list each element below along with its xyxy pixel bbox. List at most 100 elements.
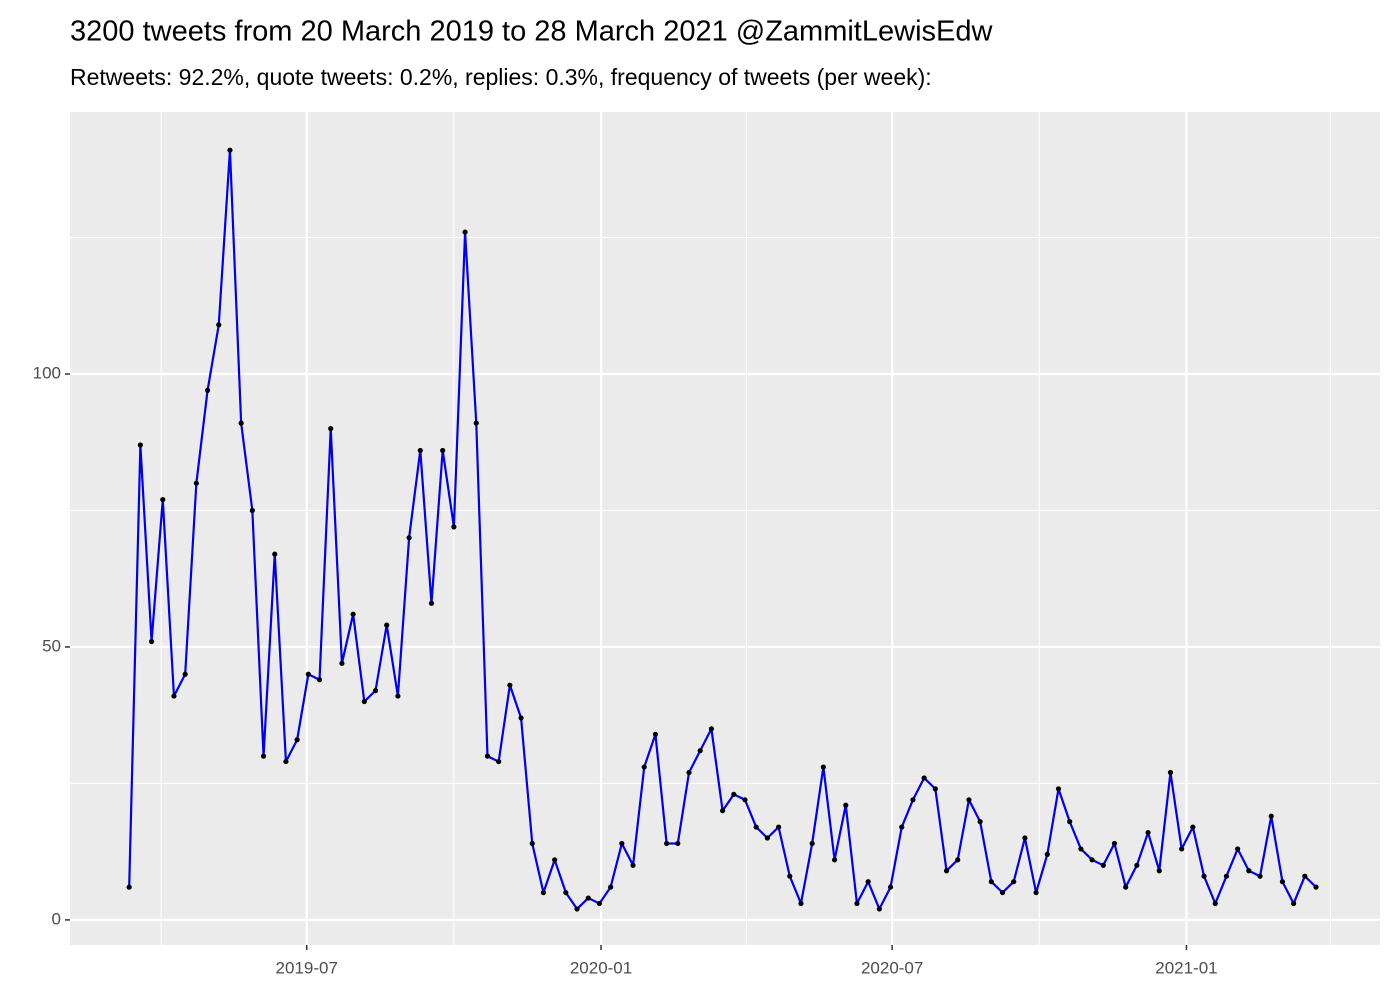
point	[1055, 786, 1062, 792]
point	[137, 442, 143, 448]
point	[451, 524, 457, 530]
point	[1235, 846, 1241, 852]
point	[1201, 873, 1207, 879]
point	[1190, 824, 1196, 830]
point	[361, 698, 367, 705]
point	[1313, 884, 1319, 890]
point	[1246, 868, 1252, 874]
point	[708, 726, 715, 732]
point	[1111, 840, 1118, 847]
point	[1011, 879, 1017, 885]
point	[966, 797, 972, 803]
point	[1134, 862, 1140, 868]
point	[148, 638, 155, 645]
point	[798, 900, 804, 907]
point	[854, 900, 860, 907]
point	[742, 797, 748, 803]
point	[899, 824, 905, 830]
point	[171, 693, 177, 699]
point	[865, 879, 871, 885]
point	[764, 835, 770, 841]
point	[932, 786, 938, 792]
point	[1257, 873, 1263, 879]
point	[406, 535, 412, 541]
point	[417, 447, 423, 454]
point	[260, 753, 267, 759]
point	[988, 879, 994, 885]
point	[182, 671, 188, 677]
point	[339, 660, 345, 666]
point	[1100, 862, 1106, 868]
point	[204, 387, 211, 393]
y-tick-label: 50	[42, 636, 61, 655]
point	[305, 671, 311, 677]
x-tick-label: 2020-07	[861, 958, 923, 977]
point	[552, 857, 558, 863]
point	[238, 420, 244, 426]
point	[1123, 884, 1129, 890]
point	[1033, 889, 1039, 896]
point	[384, 622, 390, 628]
point	[484, 753, 491, 759]
point	[574, 906, 580, 912]
point	[160, 496, 166, 503]
point	[395, 693, 401, 699]
point	[283, 758, 289, 765]
point	[686, 769, 692, 776]
point	[1022, 835, 1028, 841]
point	[1067, 819, 1073, 825]
point	[540, 889, 547, 896]
point	[843, 802, 849, 808]
y-tick-label: 100	[33, 364, 61, 383]
point	[1302, 873, 1308, 879]
point	[507, 682, 513, 688]
x-tick-label: 2019-07	[276, 958, 338, 977]
chart-subtitle: Retweets: 92.2%, quote tweets: 0.2%, rep…	[70, 64, 932, 90]
point	[1156, 868, 1162, 874]
point	[921, 775, 927, 781]
point	[1179, 846, 1185, 852]
point	[753, 824, 759, 830]
point	[1291, 900, 1297, 907]
point	[1167, 769, 1174, 776]
point	[126, 884, 132, 890]
point	[775, 824, 782, 830]
point	[440, 447, 446, 454]
point	[887, 884, 894, 890]
point	[350, 611, 356, 617]
point	[1078, 846, 1084, 852]
point	[955, 857, 961, 863]
point	[1223, 873, 1230, 879]
point	[462, 229, 468, 235]
point	[731, 791, 737, 797]
point	[529, 840, 535, 847]
point	[977, 819, 983, 825]
point	[227, 147, 233, 153]
point	[193, 480, 199, 486]
point	[943, 868, 950, 874]
point	[1268, 813, 1274, 819]
point	[910, 797, 916, 803]
point	[831, 857, 838, 863]
point	[272, 551, 278, 557]
point	[820, 764, 826, 770]
point	[664, 840, 670, 847]
point	[641, 764, 647, 770]
point	[216, 322, 222, 328]
point	[372, 688, 379, 694]
point	[1089, 857, 1095, 863]
point	[1212, 900, 1218, 907]
point	[876, 906, 882, 912]
point	[720, 808, 726, 814]
panel	[70, 112, 1380, 945]
point	[563, 889, 569, 896]
chart-title: 3200 tweets from 20 March 2019 to 28 Mar…	[70, 16, 993, 48]
point	[809, 840, 815, 847]
point	[473, 420, 479, 426]
point	[1279, 879, 1286, 885]
point	[328, 426, 334, 432]
point	[316, 677, 323, 683]
point	[294, 737, 300, 743]
point	[999, 889, 1006, 896]
